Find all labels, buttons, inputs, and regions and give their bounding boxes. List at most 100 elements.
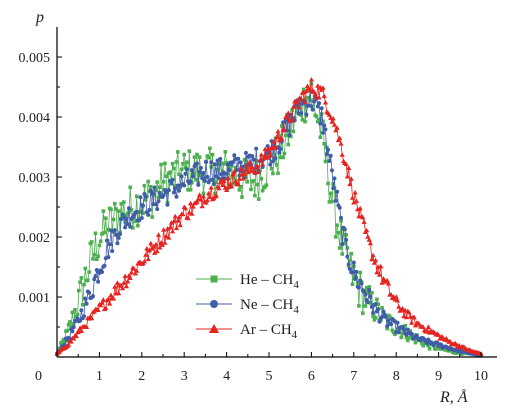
data-point <box>390 328 395 333</box>
data-point <box>66 322 71 327</box>
data-point <box>230 171 236 177</box>
data-point <box>187 149 192 153</box>
data-point <box>162 240 168 245</box>
data-point <box>143 252 149 257</box>
data-point <box>250 154 255 159</box>
data-point <box>176 214 182 220</box>
data-point <box>385 324 390 329</box>
legend-marker-he <box>210 275 218 283</box>
data-point <box>94 268 99 272</box>
data-point <box>386 318 391 323</box>
x-tick-label: 7 <box>350 369 357 384</box>
data-point <box>198 197 204 202</box>
x-tick-label: 3 <box>181 369 188 384</box>
data-point <box>337 205 342 210</box>
data-point <box>173 225 180 231</box>
data-point <box>219 161 224 165</box>
data-point <box>282 151 287 156</box>
data-point <box>308 77 314 82</box>
data-point <box>420 341 424 346</box>
data-point <box>331 186 336 191</box>
data-point <box>71 325 76 330</box>
data-point <box>184 167 189 172</box>
data-point <box>209 160 214 165</box>
data-point <box>377 319 382 324</box>
data-point <box>84 324 90 329</box>
data-point <box>158 185 162 189</box>
data-point <box>281 155 285 160</box>
data-point <box>194 199 200 204</box>
data-point <box>191 174 196 179</box>
data-point <box>220 182 226 187</box>
data-point <box>57 346 62 350</box>
data-point <box>195 152 199 157</box>
data-point <box>125 222 130 227</box>
data-point <box>110 296 117 301</box>
data-point <box>356 285 361 290</box>
data-point <box>307 87 313 92</box>
data-point <box>260 161 266 167</box>
legend-marker-ne <box>210 300 218 308</box>
data-point <box>222 162 226 166</box>
data-point <box>276 171 280 176</box>
data-point <box>148 240 154 246</box>
data-point <box>217 179 223 185</box>
data-point <box>405 327 410 332</box>
data-point <box>369 256 375 262</box>
data-point <box>113 201 117 206</box>
data-point <box>345 246 350 250</box>
data-point <box>318 135 323 139</box>
data-point <box>344 237 349 242</box>
data-point <box>181 162 185 166</box>
data-point <box>109 207 113 212</box>
data-point <box>161 180 166 184</box>
data-point <box>216 185 222 191</box>
data-point <box>318 121 323 126</box>
data-point <box>84 301 89 306</box>
data-point <box>290 104 296 109</box>
data-point <box>368 301 373 305</box>
data-point <box>161 227 167 232</box>
data-point <box>326 181 330 186</box>
data-point <box>315 83 321 88</box>
data-point <box>167 224 173 230</box>
data-point <box>251 157 256 162</box>
data-point <box>388 314 392 319</box>
data-point <box>323 159 328 164</box>
data-point <box>164 174 168 178</box>
data-point <box>342 227 347 232</box>
data-point <box>333 127 339 133</box>
data-point <box>337 135 343 141</box>
data-point <box>96 279 101 284</box>
data-point <box>277 134 282 138</box>
y-axis-label: p <box>35 9 44 26</box>
data-point <box>197 169 202 174</box>
data-point <box>173 184 177 188</box>
data-point <box>373 316 378 320</box>
data-point <box>237 173 242 178</box>
data-point <box>93 274 98 279</box>
data-point <box>86 278 90 283</box>
data-point <box>100 297 106 302</box>
data-point <box>258 168 262 172</box>
data-point <box>247 166 252 170</box>
data-point <box>83 266 88 271</box>
data-point <box>233 165 238 170</box>
data-point <box>268 162 273 167</box>
data-point <box>79 276 84 280</box>
data-point <box>78 318 83 323</box>
data-point <box>159 162 163 167</box>
data-point <box>328 191 333 196</box>
data-point <box>96 254 100 258</box>
data-point <box>114 280 120 285</box>
data-point <box>324 152 329 156</box>
data-point <box>302 99 308 105</box>
legend-entry-he: He – CH4 <box>196 272 299 291</box>
data-point <box>150 191 155 196</box>
data-point <box>315 104 320 109</box>
data-point <box>338 141 344 146</box>
legend-marker-ar <box>209 324 219 333</box>
data-point <box>105 238 110 243</box>
